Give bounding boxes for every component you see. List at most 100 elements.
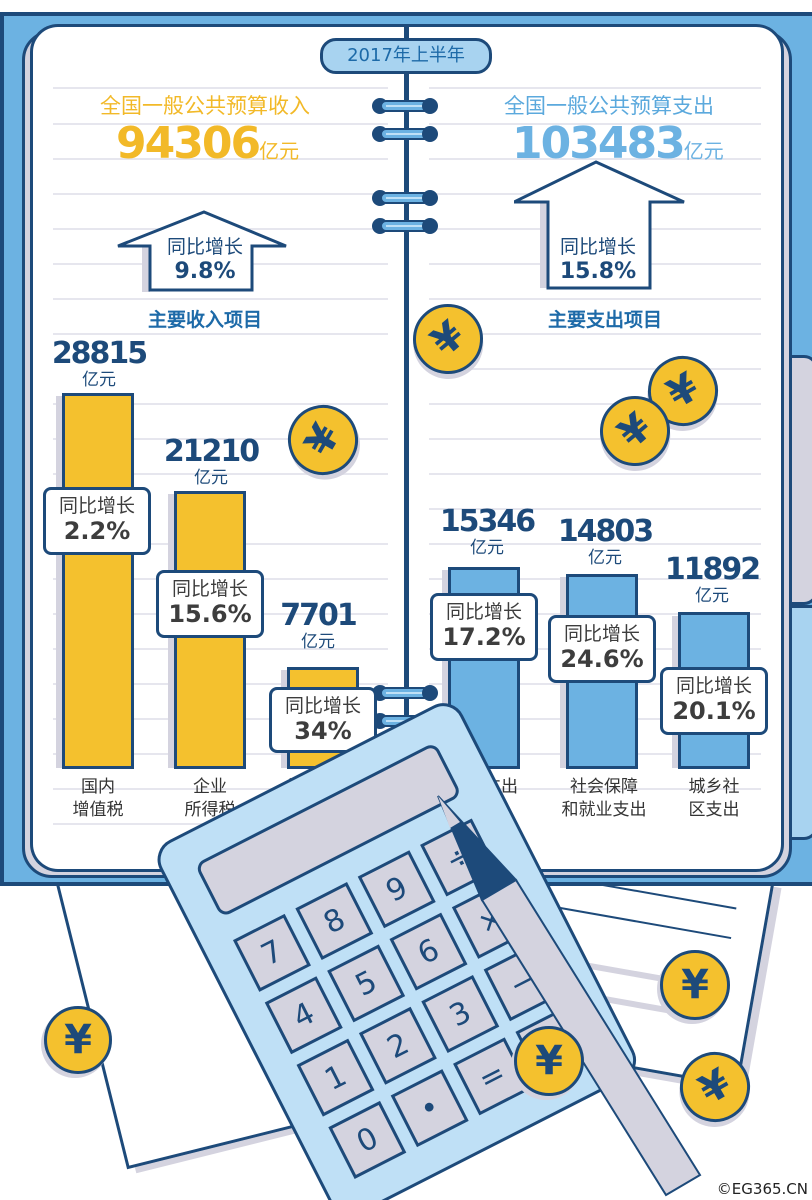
yuan-coin-icon: ¥ <box>660 950 730 1020</box>
income-item-2-growth: 同比增长 15.6% <box>156 570 264 638</box>
bar-shadow <box>56 396 64 768</box>
label-line: 企业 <box>193 777 227 797</box>
income-title: 全国一般公共预算收入 <box>100 94 310 118</box>
growth-value: 20.1% <box>672 697 756 725</box>
value-unit: 亿元 <box>695 586 729 606</box>
expenditure-title: 全国一般公共预算支出 <box>504 94 714 118</box>
value-number: 15346 <box>439 504 536 539</box>
expenditure-growth: 同比增长 15.8% <box>548 232 648 285</box>
pencil-icon <box>437 795 702 1197</box>
calc-key-8: 8 <box>295 882 374 961</box>
expenditure-item-2-growth: 同比增长 24.6% <box>548 615 656 683</box>
ruled-line <box>53 333 388 335</box>
value-number: 7701 <box>280 598 357 633</box>
expenditure-item-3-value: 11892 亿元 <box>662 552 762 607</box>
calc-key-0: 0 <box>328 1100 407 1179</box>
ruled-line <box>429 368 761 370</box>
notebook-spine <box>404 24 408 874</box>
credit-watermark: ©EG365.CN <box>716 1180 808 1198</box>
calc-key-5: 5 <box>327 944 406 1023</box>
ruled-line <box>53 298 388 300</box>
growth-value: 15.6% <box>168 600 252 628</box>
yuan-coin-icon: ¥ <box>514 1026 584 1096</box>
growth-value: 34% <box>294 717 352 745</box>
income-item-1-value: 28815 亿元 <box>44 336 154 391</box>
growth-value: 17.2% <box>442 623 526 651</box>
ruled-line <box>429 123 761 125</box>
income-bar-1 <box>62 393 134 769</box>
ruled-line <box>53 438 388 440</box>
ruled-line <box>429 508 761 510</box>
ruled-line <box>53 158 388 160</box>
calc-key-4: 4 <box>264 976 343 1055</box>
growth-label: 同比增长 <box>284 695 361 717</box>
growth-label: 同比增长 <box>675 675 752 697</box>
binder-ring <box>372 98 438 114</box>
ruled-line <box>429 87 761 89</box>
value-unit: 亿元 <box>470 538 504 558</box>
growth-value: 2.2% <box>63 517 131 545</box>
income-total-unit: 亿元 <box>259 139 300 163</box>
calc-key-7: 7 <box>232 913 311 992</box>
expenditure-item-3-growth: 同比增长 20.1% <box>660 667 768 735</box>
growth-label: 同比增长 <box>58 495 135 517</box>
label-line: 国内 <box>81 777 115 797</box>
expenditure-section-title: 主要支出项目 <box>547 309 662 331</box>
yuan-coin-icon: ¥ <box>44 1006 112 1074</box>
income-growth: 同比增长 9.8% <box>150 232 260 285</box>
income-item-1-growth: 同比增长 2.2% <box>43 487 151 555</box>
label-line: 增值税 <box>72 800 124 820</box>
ruled-line <box>429 438 761 440</box>
label-line: 和就业支出 <box>561 800 647 820</box>
ruled-line <box>429 333 761 335</box>
value-number: 11892 <box>664 552 761 587</box>
ruled-line <box>53 473 388 475</box>
ruled-line <box>429 158 761 160</box>
expenditure-growth-value: 15.8% <box>559 259 637 284</box>
expenditure-item-2-value: 14803 亿元 <box>550 514 660 569</box>
income-item-3-value: 7701 亿元 <box>268 598 368 653</box>
value-unit: 亿元 <box>82 370 116 390</box>
expenditure-item-2-label: 社会保障 和就业支出 <box>544 776 664 822</box>
expenditure-total: 103483亿元 <box>512 118 724 169</box>
income-item-1-label: 国内 增值税 <box>48 776 148 822</box>
income-growth-label: 同比增长 <box>166 236 243 258</box>
growth-label: 同比增长 <box>171 578 248 600</box>
label-line: 社会保障 <box>570 777 638 797</box>
expenditure-growth-label: 同比增长 <box>559 236 636 258</box>
label-line: 城乡社 <box>688 777 740 797</box>
bar-shadow <box>442 570 450 768</box>
ruled-line <box>429 473 761 475</box>
growth-value: 24.6% <box>560 645 644 673</box>
ruled-line <box>53 193 388 195</box>
calc-key-1: 1 <box>296 1038 375 1117</box>
ruled-line <box>53 87 388 89</box>
ruled-line <box>53 123 388 125</box>
ruled-line <box>429 543 761 545</box>
expenditure-item-3-label: 城乡社 区支出 <box>664 776 764 822</box>
expenditure-growth-arrow-icon <box>514 160 685 290</box>
value-number: 28815 <box>51 336 148 371</box>
expenditure-total-unit: 亿元 <box>683 139 724 163</box>
ruled-line <box>53 403 388 405</box>
expenditure-total-value: 103483 <box>512 118 686 169</box>
ruled-line <box>429 403 761 405</box>
binder-ring <box>372 190 438 206</box>
value-number: 21210 <box>163 434 260 469</box>
value-unit: 亿元 <box>301 632 335 652</box>
binder-ring <box>372 218 438 234</box>
binder-ring <box>372 685 438 701</box>
income-growth-arrow-icon <box>117 210 287 292</box>
ruled-line <box>429 298 761 300</box>
binder-ring <box>372 126 438 142</box>
ruled-line <box>429 788 761 790</box>
growth-label: 同比增长 <box>445 601 522 623</box>
expenditure-item-1-growth: 同比增长 17.2% <box>430 593 538 661</box>
ruled-line <box>53 788 388 790</box>
income-item-2-value: 21210 亿元 <box>156 434 266 489</box>
income-section-title: 主要收入项目 <box>147 309 262 331</box>
label-line: 区支出 <box>688 800 740 820</box>
income-total: 94306亿元 <box>116 118 299 169</box>
value-number: 14803 <box>557 514 654 549</box>
value-unit: 亿元 <box>194 468 228 488</box>
